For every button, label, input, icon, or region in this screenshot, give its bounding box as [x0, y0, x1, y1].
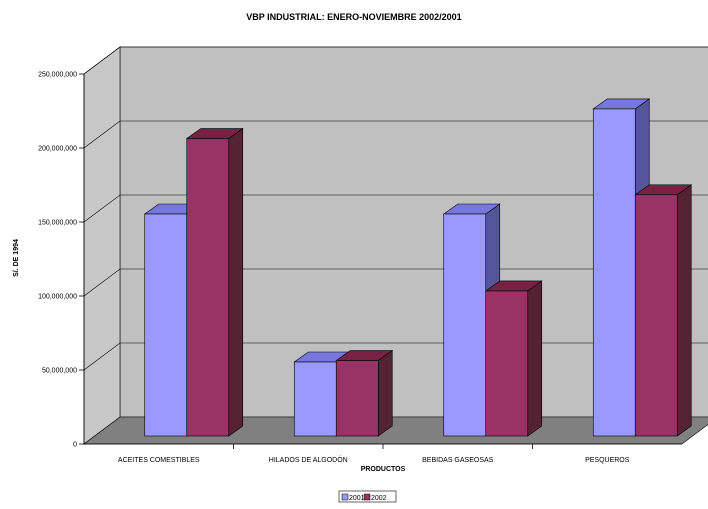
- bars: [143, 98, 693, 437]
- legend-label-2002: 2002: [371, 495, 387, 502]
- bar-side-series-2002: [377, 349, 393, 437]
- bar-side-series-2002: [676, 184, 692, 437]
- gridline: [83, 46, 708, 75]
- gridlines: [83, 46, 708, 371]
- bar-side-series-2002: [527, 280, 543, 437]
- bar-series-2001: [144, 213, 188, 437]
- x-tick-label: BEBIDAS GASEOSAS: [422, 457, 494, 464]
- x-tick-label: PESQUEROS: [585, 457, 630, 464]
- bar-series-2001: [293, 361, 337, 437]
- axes: 0 50,000,000 100,000,000 150,000,000 200,000…: [38, 72, 682, 464]
- chart-title: VBP INDUSTRIAL: ENERO-NOVIEMBRE 2002/200…: [246, 12, 461, 22]
- y-axis-title: S/. DE 1994: [13, 239, 20, 277]
- bar-series-2002: [186, 138, 230, 437]
- y-tick-label: 250,000,000: [38, 72, 77, 79]
- legend: 2001 2002: [338, 490, 397, 503]
- gridline: [83, 120, 708, 149]
- legend-swatch-2001: [341, 493, 349, 501]
- bar-series-2002: [485, 290, 529, 437]
- x-tick-label: HILADOS DE ALGODÓN: [269, 455, 348, 464]
- legend-label-2001: 2001: [349, 495, 365, 502]
- legend-swatch-2002: [363, 493, 371, 501]
- bar-series-2001: [592, 108, 636, 437]
- bar-side-series-2002: [228, 127, 244, 437]
- x-axis-title: PRODUCTOS: [361, 466, 406, 473]
- y-tick-label: 0: [73, 442, 77, 449]
- y-tick-label: 150,000,000: [38, 220, 77, 227]
- gridline: [83, 194, 708, 223]
- side-wall: [83, 46, 121, 445]
- bar-series-2002: [335, 360, 379, 437]
- bar-series-2002: [634, 194, 678, 437]
- y-tick-label: 50,000,000: [42, 368, 77, 375]
- y-tick-label: 100,000,000: [38, 294, 77, 301]
- y-tick-label: 200,000,000: [38, 146, 77, 153]
- gridline: [83, 268, 708, 297]
- x-tick-label: ACEITES COMESTIBLES: [118, 457, 200, 464]
- bar-series-2001: [443, 213, 487, 437]
